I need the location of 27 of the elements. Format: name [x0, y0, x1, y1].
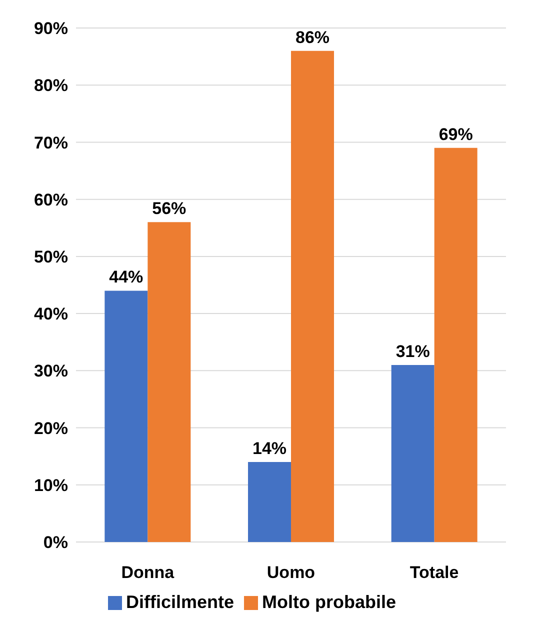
y-tick-label: 90%: [34, 19, 68, 38]
y-tick-label: 60%: [34, 190, 68, 210]
y-tick-label: 80%: [34, 76, 68, 96]
bar: [391, 364, 434, 542]
data-label: 56%: [152, 199, 186, 218]
x-tick-label: Donna: [121, 563, 175, 582]
x-tick-label: Uomo: [266, 563, 316, 582]
bar: [434, 148, 478, 542]
y-tick-label: 30%: [34, 362, 68, 381]
bar: [291, 50, 334, 542]
data-label: 31%: [396, 342, 430, 361]
bar: [104, 290, 148, 542]
y-tick-label: 40%: [34, 304, 68, 324]
legend-label: Difficilmente: [126, 592, 234, 612]
y-tick-label: 0%: [43, 533, 68, 552]
data-label: 14%: [252, 439, 287, 458]
bar: [148, 222, 191, 542]
x-tick-label: Totale: [410, 563, 459, 582]
bar: [248, 462, 291, 542]
legend-label: Molto probabile: [262, 592, 396, 612]
y-tick-label: 50%: [34, 247, 68, 266]
data-label: 44%: [109, 268, 144, 287]
y-tick-label: 10%: [34, 476, 68, 495]
data-label: 86%: [295, 28, 330, 47]
y-tick-label: 20%: [34, 418, 68, 438]
data-label: 69%: [438, 124, 473, 144]
y-tick-label: 70%: [34, 133, 68, 152]
